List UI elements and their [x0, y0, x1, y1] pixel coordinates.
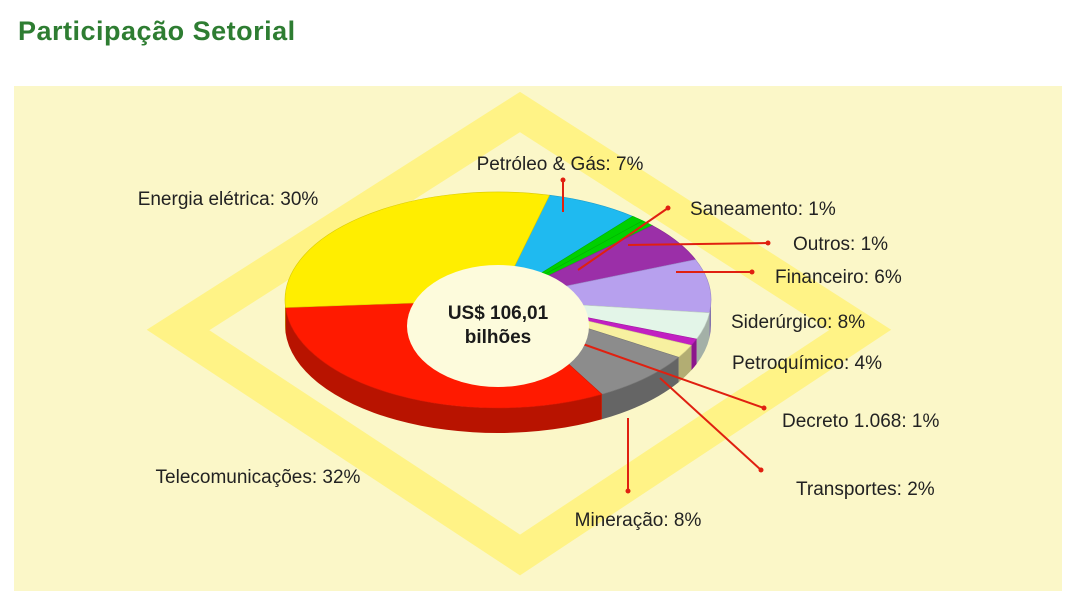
leader-dot-decreto-1-068 [761, 405, 767, 411]
leader-dot-saneamento [665, 205, 671, 211]
center-label-line2: bilhões [465, 327, 532, 348]
leader-lines [560, 177, 771, 494]
slice-side-decreto-1-068 [691, 339, 697, 371]
pie-depth [285, 300, 711, 433]
slice-side-transportes [678, 345, 692, 383]
label-financeiro: Financeiro: 6% [775, 267, 902, 288]
label-petroleo-gas: Petróleo & Gás: 7% [477, 154, 644, 175]
slice-side-telecomunicacoes [285, 307, 602, 433]
label-decreto-1-068: Decreto 1.068: 1% [782, 411, 939, 432]
slice-side-petroquimico [696, 312, 710, 365]
label-siderurgico: Siderúrgico: 8% [731, 312, 865, 333]
leader-dot-mineracao [625, 488, 631, 494]
page-title: Participação Setorial [18, 16, 296, 46]
leader-dot-outros [765, 240, 771, 246]
leader-dot-petroleo-gas [560, 177, 566, 183]
label-transportes: Transportes: 2% [796, 479, 935, 500]
slice-labels: Petróleo & Gás: 7% Saneamento: 1% Outros: … [138, 154, 940, 531]
slice-side-mineracao [601, 357, 679, 420]
slice-side-siderurgico [709, 300, 711, 338]
leader-dot-financeiro [749, 269, 755, 275]
leader-line-transportes [659, 377, 762, 471]
leader-line-saneamento [577, 207, 669, 271]
center-label-line1: US$ 106,01 [448, 303, 549, 324]
label-mineracao: Mineração: 8% [575, 510, 702, 531]
label-outros: Outros: 1% [793, 234, 888, 255]
label-telecomunicacoes: Telecomunicações: 32% [156, 467, 361, 488]
center-hole [407, 265, 589, 387]
background-diamond [146, 91, 892, 576]
leader-dot-transportes [758, 467, 764, 473]
label-petroquimico: Petroquímico: 4% [732, 353, 882, 374]
leader-line-decreto-1-068 [579, 342, 765, 409]
leader-line-outros [627, 242, 769, 246]
label-energia-eletrica: Energia elétrica: 30% [138, 189, 319, 210]
label-saneamento: Saneamento: 1% [690, 199, 836, 220]
